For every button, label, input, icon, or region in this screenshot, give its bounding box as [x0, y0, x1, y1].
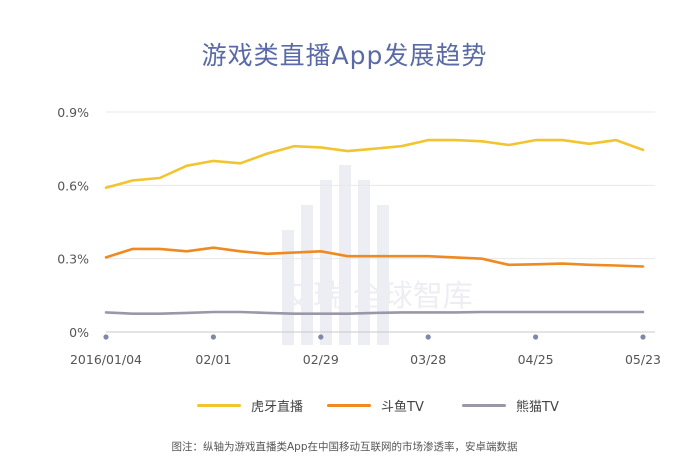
caption: 图注：纵轴为游戏直播类App在中国移动互联网的市场渗透率，安卓端数据: [171, 441, 518, 453]
legend-label: 虎牙直播: [251, 400, 304, 415]
chart-title: 游戏类直播App发展趋势: [201, 41, 488, 70]
watermark-bar: [320, 180, 332, 345]
x-tick-marker: [103, 334, 109, 340]
x-tick-label: 02/29: [303, 352, 339, 367]
legend-item: 虎牙直播: [197, 396, 303, 415]
x-tick-label: 2016/01/04: [70, 352, 142, 367]
legend-item: 斗鱼TV: [327, 396, 424, 415]
series-line: [104, 310, 645, 315]
x-tick-marker: [533, 334, 539, 340]
series-line: [104, 138, 645, 190]
y-tick-label: 0.9%: [57, 105, 89, 120]
x-tick-marker: [210, 334, 216, 340]
legend-swatch: [462, 404, 506, 407]
x-tick-marker: [318, 334, 324, 340]
legend-swatch: [197, 404, 241, 407]
x-axis: 2016/01/04 02/01 02/29 03/28 04/25 05/23: [70, 334, 661, 367]
series-lines: [104, 138, 645, 315]
watermark: 艾瑞 全球智库: [282, 165, 473, 345]
legend-label: 斗鱼TV: [381, 400, 424, 415]
x-tick-label: 04/25: [518, 352, 554, 367]
x-tick-marker: [425, 334, 431, 340]
x-tick-label: 02/01: [195, 352, 231, 367]
legend-item: 熊猫TV: [462, 396, 559, 415]
x-tick-marker: [640, 334, 646, 340]
y-axis: 0% 0.3% 0.6% 0.9%: [57, 105, 89, 340]
y-tick-label: 0%: [69, 325, 89, 340]
x-tick-label: 05/23: [625, 352, 661, 367]
watermark-bar: [358, 180, 370, 345]
legend-swatch: [327, 404, 371, 407]
watermark-bar: [377, 205, 389, 345]
series-line: [104, 246, 645, 268]
legend-label: 熊猫TV: [516, 400, 559, 415]
watermark-bar: [301, 205, 313, 345]
y-tick-label: 0.3%: [57, 252, 89, 267]
x-tick-label: 03/28: [410, 352, 446, 367]
y-tick-label: 0.6%: [57, 178, 89, 193]
legend: 虎牙直播 斗鱼TV 熊猫TV: [0, 396, 689, 416]
watermark-text: 艾瑞 全球智库: [283, 279, 473, 314]
grid: [106, 111, 655, 333]
